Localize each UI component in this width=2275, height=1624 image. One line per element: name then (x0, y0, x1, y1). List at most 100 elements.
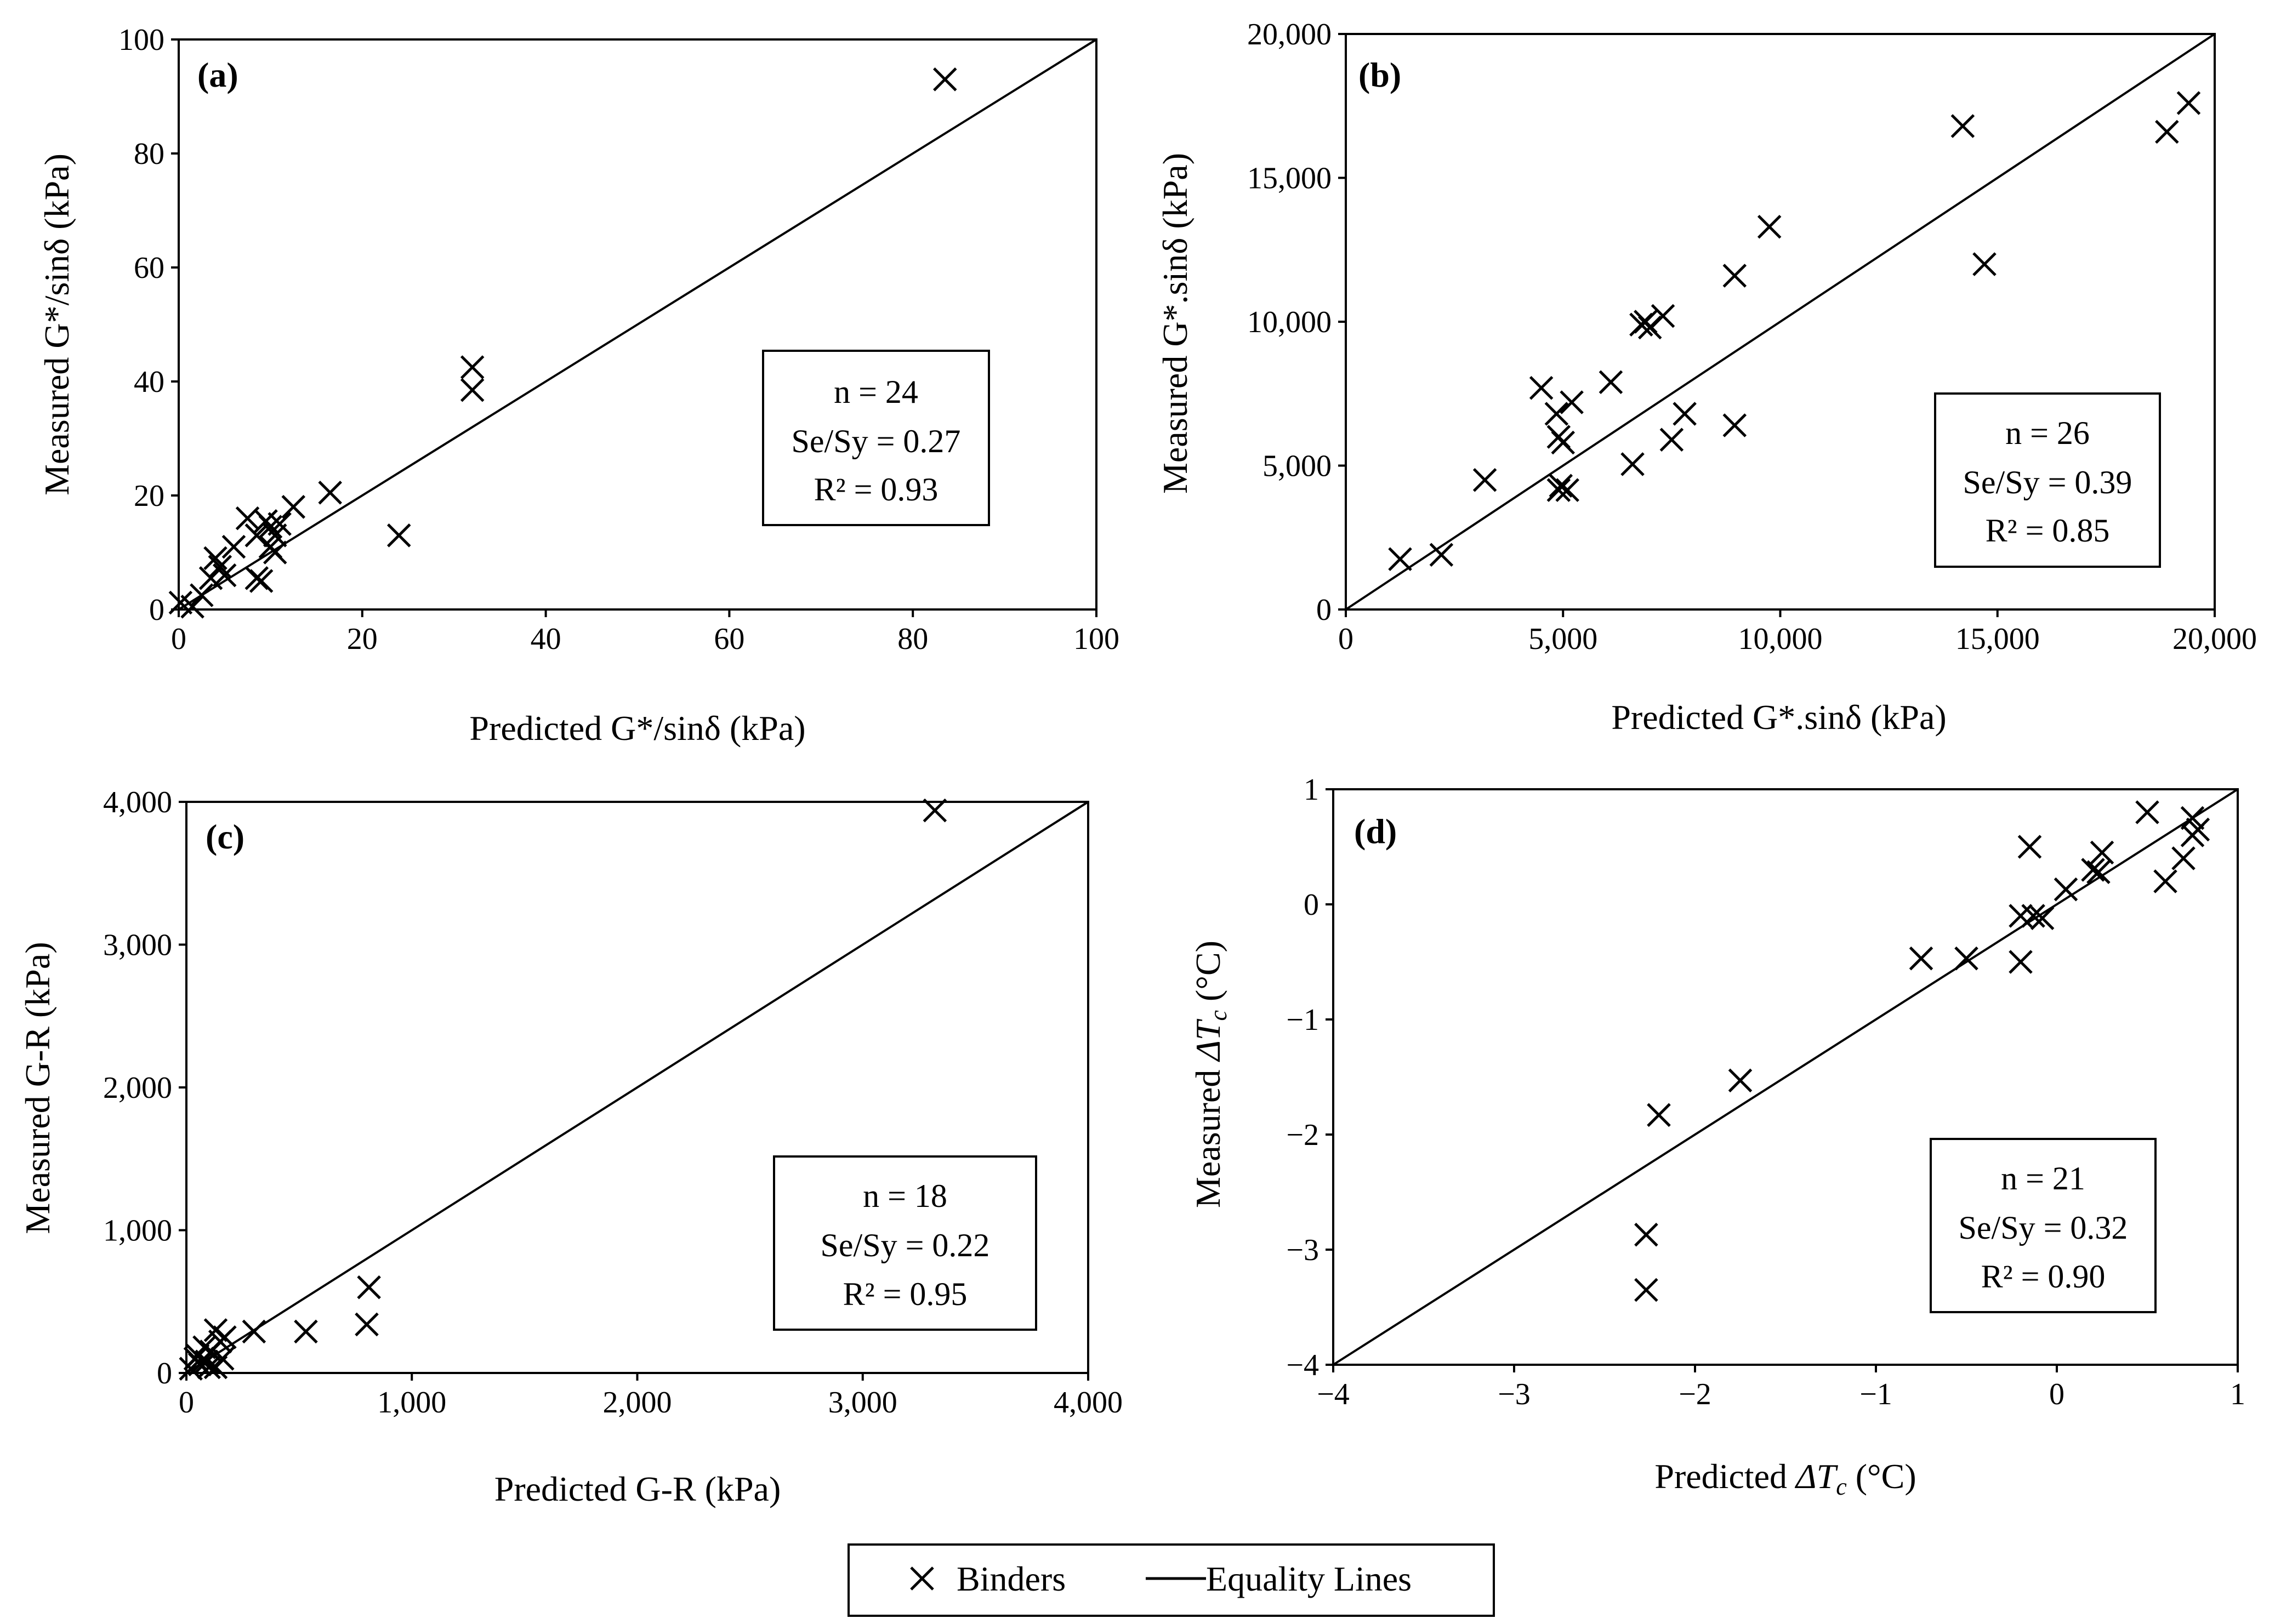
legend-box (848, 1543, 1495, 1617)
y-tick-label-b: 15,000 (1247, 162, 1332, 196)
x-ticks-b: 0 5,000 10,000 15,000 20,000 (1338, 609, 2257, 656)
binder-point-d (2054, 877, 2078, 902)
y-tick-label-d: 0 (1304, 888, 1319, 922)
binder-point-b (1529, 375, 1554, 400)
binder-point-b (1388, 547, 1412, 571)
x-tick-label-b: 0 (1338, 622, 1353, 656)
y-tick-label-c: 0 (157, 1357, 172, 1391)
binder-point-b (1549, 474, 1573, 498)
x-tick-label-a: 100 (1073, 622, 1119, 656)
y-tick-label-b: 5,000 (1262, 449, 1332, 483)
binder-point-a (281, 495, 306, 519)
x-tick-label-c: 2,000 (603, 1386, 672, 1420)
x-tick-label-c: 3,000 (828, 1386, 897, 1420)
binder-point-a (460, 355, 485, 379)
binder-point-d (1647, 1103, 1671, 1127)
binder-point-d (2153, 869, 2177, 893)
binder-point-a (221, 534, 246, 559)
x-tick-label-d: 1 (2230, 1377, 2245, 1411)
binder-point-d (1634, 1222, 1658, 1247)
binder-point-a (198, 566, 223, 590)
binder-point-b (2176, 91, 2201, 115)
stat-sesy-d: Se/Sy = 0.32 (1959, 1210, 2128, 1246)
binder-point-b (1757, 214, 1782, 239)
binder-point-b (1551, 430, 1576, 455)
x-tick-label-a: 40 (531, 622, 561, 656)
stat-sesy-c: Se/Sy = 0.22 (821, 1227, 990, 1263)
binder-point-b (1651, 304, 1675, 328)
binder-point-a (933, 67, 957, 92)
plot-area-a (178, 38, 1097, 611)
stat-sesy-b: Se/Sy = 0.39 (1963, 464, 2132, 500)
binder-point-b (1722, 264, 1747, 288)
y-tick-label-a: 80 (134, 137, 164, 171)
binder-point-a (180, 595, 204, 619)
binder-point-b (1659, 428, 1684, 452)
x-ticks-d: −4 −3 −2 −1 0 1 (1317, 1365, 2245, 1411)
stat-n-d: n = 21 (2001, 1160, 2085, 1196)
y-tick-label-a: 0 (149, 593, 164, 627)
y-tick-label-d: −3 (1286, 1233, 1319, 1267)
x-tick-label-d: −1 (1859, 1377, 1892, 1411)
x-tick-label-b: 20,000 (2172, 622, 2257, 656)
binder-point-a (249, 569, 274, 593)
y-tick-label-b: 20,000 (1247, 18, 1332, 52)
panel-b: 0 5,000 10,000 15,000 20,000 0 5,000 10,000 15,… (1156, 18, 2257, 737)
binder-point-d (1634, 1278, 1658, 1302)
binder-point-d (2009, 904, 2033, 928)
binder-point-b (1620, 452, 1645, 476)
binder-point-d (2030, 906, 2055, 930)
y-tick-label-c: 4,000 (103, 785, 172, 819)
binder-point-a (190, 583, 214, 607)
binder-point-d (2081, 858, 2105, 882)
markers-b (1388, 91, 2201, 571)
binder-point-b (1634, 310, 1658, 334)
x-tick-label-b: 10,000 (1738, 622, 1823, 656)
stat-r2-c: R² = 0.95 (843, 1276, 968, 1312)
binder-point-d (2009, 950, 2033, 974)
panel-label-a: (a) (197, 55, 238, 94)
x-tick-label-d: −3 (1498, 1377, 1531, 1411)
panel-label-c: (c) (206, 817, 244, 856)
binder-point-c (185, 1343, 210, 1368)
binder-point-b (1544, 402, 1569, 426)
stats-box-d (1930, 1138, 2157, 1313)
y-tick-label-b: 0 (1316, 593, 1332, 627)
y-tick-label-a: 100 (118, 23, 164, 57)
binder-point-d (2090, 840, 2114, 865)
stat-r2-b: R² = 0.85 (1986, 512, 2110, 549)
x-axis-label-b: Predicted G*.sinδ (kPa) (1611, 698, 1946, 737)
binder-point-a (318, 481, 342, 505)
binder-point-d (2180, 806, 2205, 830)
markers-c (179, 798, 947, 1381)
y-axis-label-c: Measured G-R (kPa) (18, 942, 57, 1234)
binder-point-a (208, 555, 232, 579)
y-tick-label-c: 2,000 (103, 1071, 172, 1105)
binder-point-b (1555, 478, 1579, 502)
x-tick-label-c: 0 (179, 1386, 194, 1420)
binder-point-d (1909, 946, 1933, 971)
y-axis-label-d: Measured ΔTc (°C) (1188, 941, 1232, 1208)
binder-point-d (2180, 823, 2205, 847)
x-tick-label-d: −4 (1317, 1377, 1350, 1411)
y-tick-label-a: 40 (134, 365, 164, 399)
panel-d: −4 −3 −2 −1 0 1 −4 −3 −2 −1 0 1 (d) Predicted ΔTc … (1188, 773, 2245, 1500)
x-tick-label-a: 0 (171, 622, 186, 656)
legend-equality-label: Equality Lines (1206, 1559, 1412, 1598)
binder-point-b (1472, 468, 1497, 492)
equality-line-d (1332, 788, 2239, 1366)
binder-point-b (1972, 252, 1997, 276)
y-tick-label-d: −4 (1286, 1348, 1319, 1382)
binder-point-c (242, 1319, 266, 1344)
legend: Binders Equality Lines (848, 1543, 1495, 1617)
x-tick-label-a: 80 (897, 622, 928, 656)
panel-c: 0 1,000 2,000 3,000 4,000 0 1,000 2,000 3,000 4,… (18, 785, 1123, 1508)
markers-d (1634, 800, 2210, 1302)
y-ticks-d: −4 −3 −2 −1 0 1 (1286, 773, 1333, 1382)
equality-line-b (1345, 33, 2216, 611)
y-tick-label-d: −2 (1286, 1118, 1319, 1152)
binder-point-b (1599, 370, 1623, 395)
y-tick-label-b: 10,000 (1247, 305, 1332, 339)
x-tick-label-a: 60 (714, 622, 744, 656)
panel-label-b: (b) (1358, 55, 1401, 94)
